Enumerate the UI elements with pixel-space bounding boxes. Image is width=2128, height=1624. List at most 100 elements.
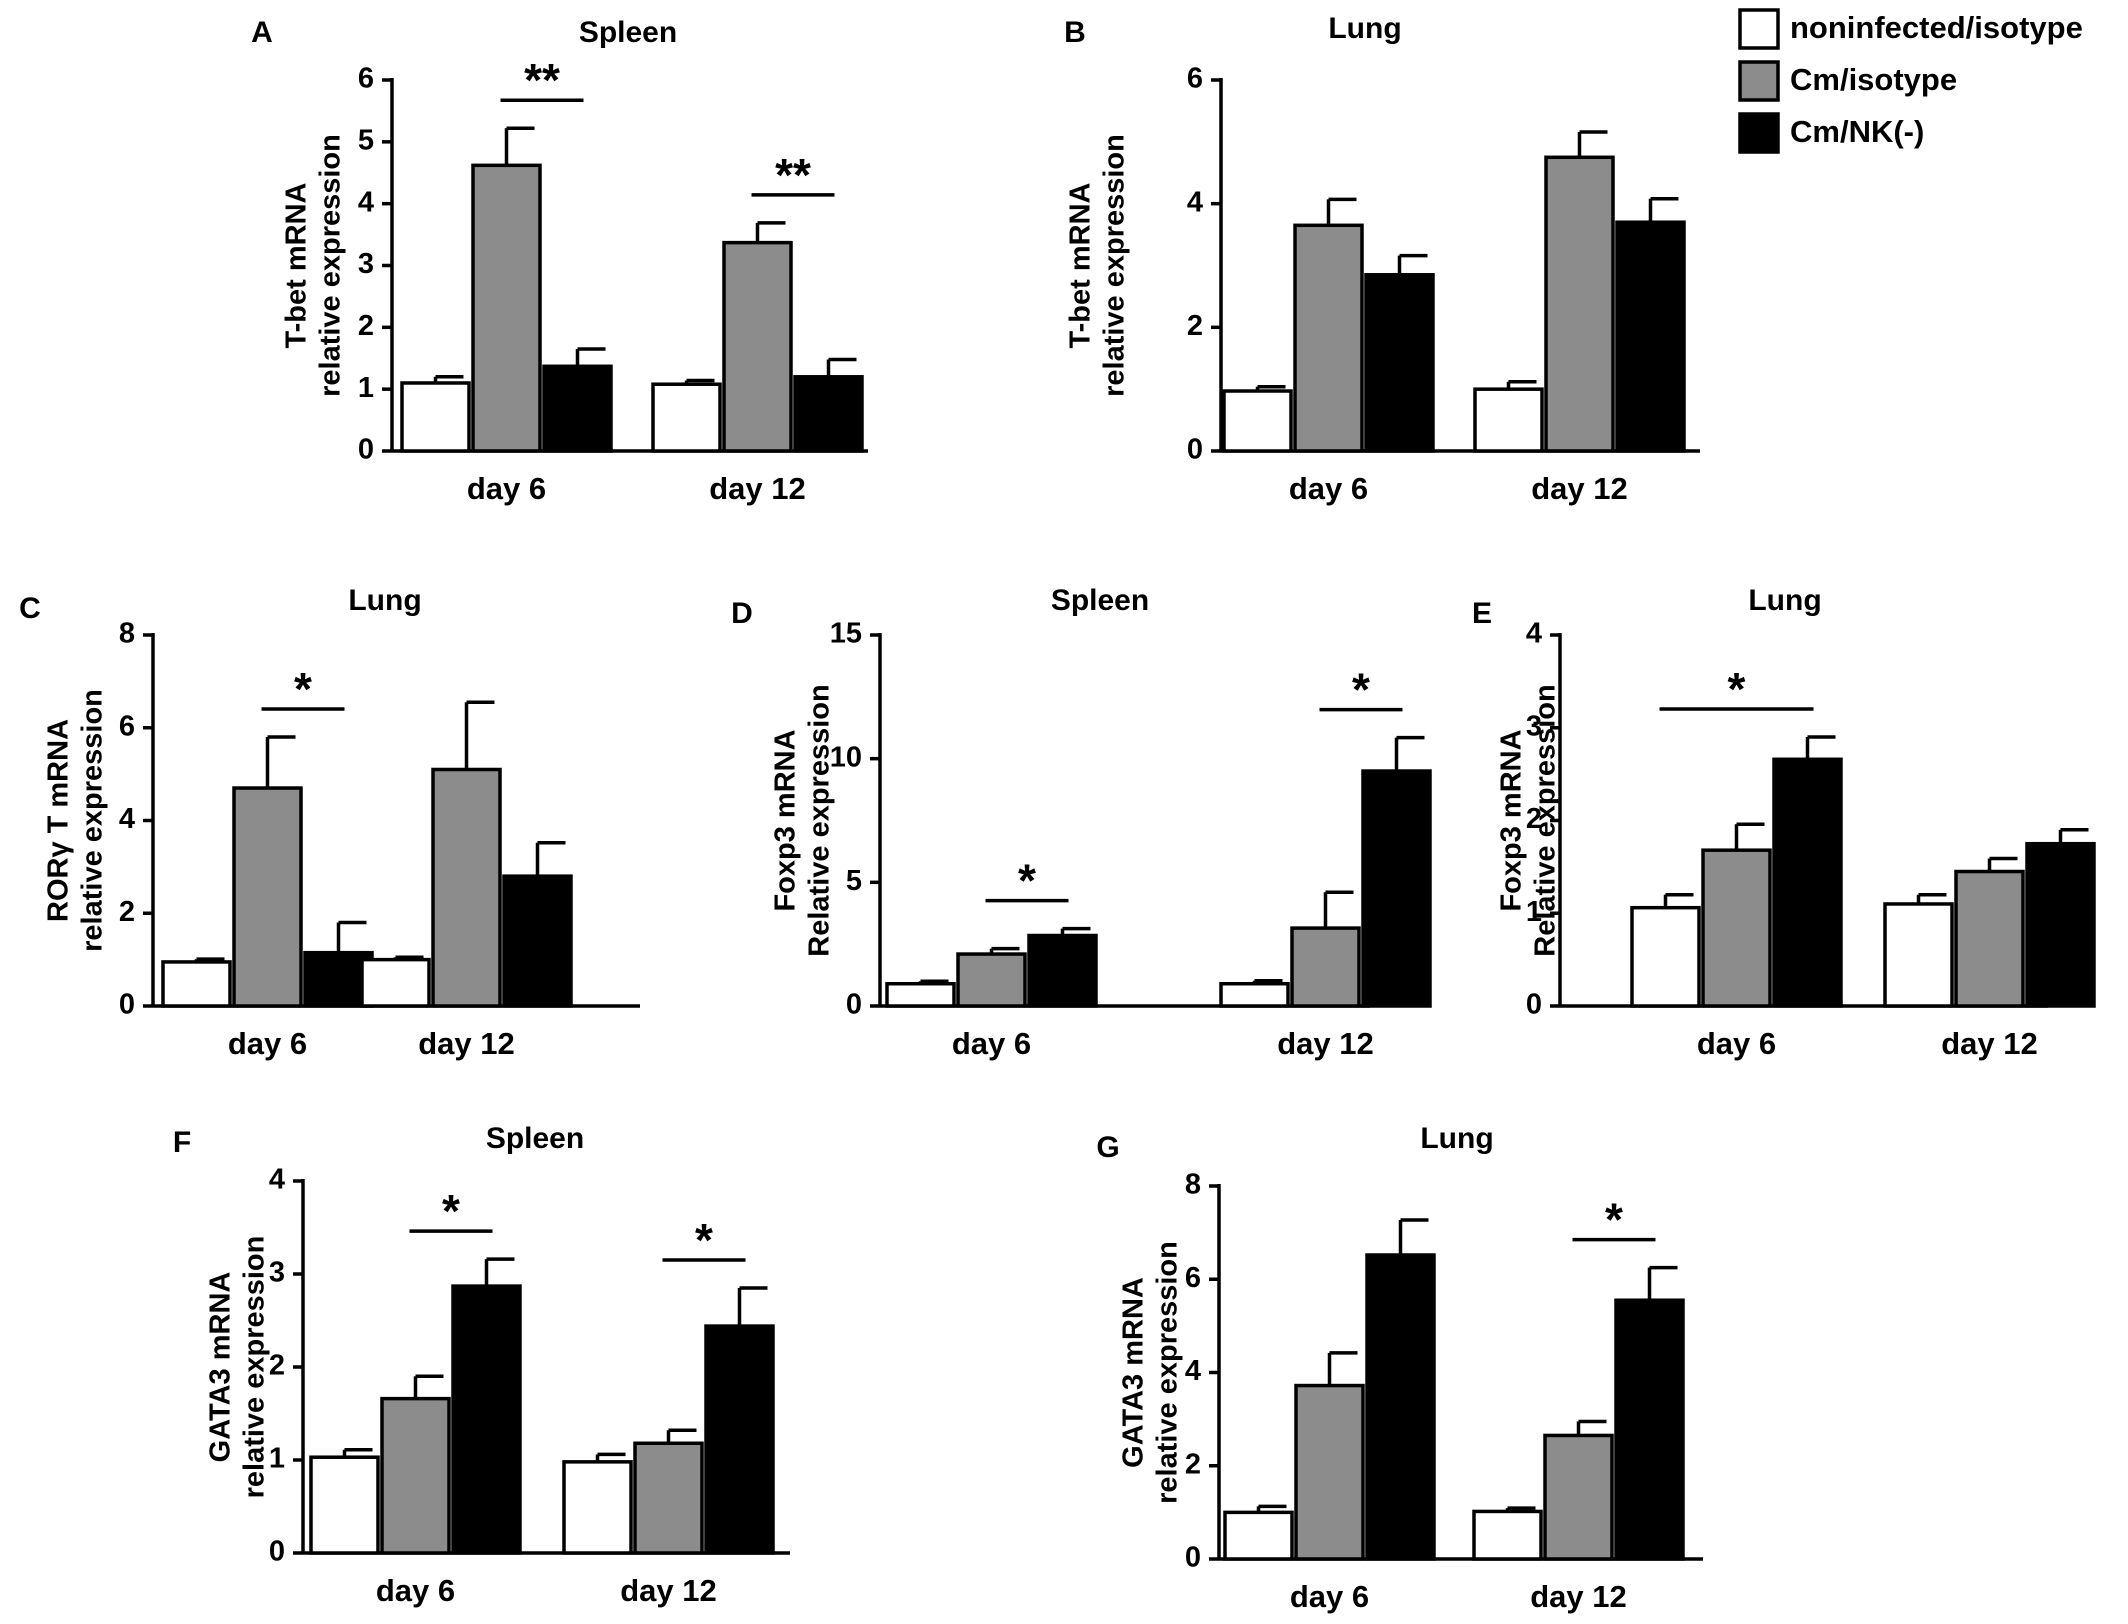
x-category-label: day 6 bbox=[467, 471, 546, 506]
bar-cm-nk-day-6 bbox=[1365, 1253, 1436, 1561]
y-tick-label: 15 bbox=[830, 618, 862, 650]
x-category-label: day 12 bbox=[1531, 471, 1628, 506]
legend: noninfected/isotype Cm/isotype Cm/NK(-) bbox=[1738, 8, 2083, 154]
y-axis-label: GATA3 mRNA bbox=[1118, 1277, 1150, 1468]
y-tick-label: 2 bbox=[1526, 803, 1542, 835]
bar-noninfected-isotype-day-6 bbox=[885, 981, 956, 1008]
panel-title: Lung bbox=[1328, 12, 1401, 45]
panel-title: Lung bbox=[1748, 584, 1821, 617]
y-tick-label: 0 bbox=[358, 434, 374, 466]
y-tick-label: 8 bbox=[1185, 1169, 1201, 1201]
panel-c: C Lung RORγ T mRNA relative expression 0 2 4 6 8… bbox=[19, 584, 640, 1061]
y-tick-label: 2 bbox=[119, 896, 135, 928]
y-axis-label: GATA3 mRNA bbox=[205, 1272, 237, 1463]
bar-noninfected-isotype-day-12 bbox=[562, 1460, 633, 1555]
panel-f: F Spleen GATA3 mRNA relative expression 0 1 2 3… bbox=[173, 1122, 790, 1608]
y-tick-label: 4 bbox=[1185, 1355, 1201, 1387]
bar-cm-nk-day-6 bbox=[1027, 933, 1098, 1008]
bar-cm-isotype-day-12 bbox=[1954, 869, 2025, 1008]
x-category-label: day 12 bbox=[620, 1573, 717, 1608]
y-axis-label: RORγ T mRNA bbox=[43, 719, 75, 922]
panel-a: A Spleen T-bet mRNA relative expression 0 1 2 3… bbox=[251, 16, 868, 506]
panel-title: Spleen bbox=[1051, 584, 1149, 617]
y-tick-label: 6 bbox=[119, 710, 135, 742]
significance-marker: * bbox=[294, 663, 312, 715]
significance-marker: ** bbox=[775, 149, 811, 201]
panel-letter: A bbox=[251, 16, 273, 49]
x-category-label: day 6 bbox=[376, 1573, 455, 1608]
y-tick-label: 6 bbox=[1185, 1262, 1201, 1294]
y-tick-label: 6 bbox=[358, 63, 374, 95]
bar-noninfected-isotype-day-12 bbox=[651, 382, 722, 453]
panel-b: B Lung T-bet mRNA relative expression 0 2 4 6 da… bbox=[1064, 12, 1700, 506]
panels: A Spleen T-bet mRNA relative expression 0 1 2 3… bbox=[19, 12, 2096, 1614]
y-tick-label: 0 bbox=[846, 989, 862, 1021]
x-category-label: day 12 bbox=[1530, 1579, 1627, 1614]
significance-marker: * bbox=[1018, 855, 1036, 907]
y-tick-label: 0 bbox=[119, 989, 135, 1021]
y-axis-label: T-bet mRNA bbox=[1065, 182, 1097, 348]
significance-marker: * bbox=[1728, 663, 1746, 715]
panel-title: Spleen bbox=[579, 16, 677, 49]
y-tick-label: 4 bbox=[1187, 186, 1203, 218]
y-tick-label: 8 bbox=[119, 618, 135, 650]
bar-cm-nk-day-6 bbox=[542, 364, 613, 453]
y-tick-label: 3 bbox=[358, 248, 374, 280]
bar-cm-isotype-day-6 bbox=[471, 163, 542, 453]
x-category-label: day 6 bbox=[1290, 1579, 1369, 1614]
bar-noninfected-isotype-day-12 bbox=[1883, 902, 1954, 1008]
x-category-label: day 12 bbox=[709, 471, 806, 506]
bar-cm-isotype-day-12 bbox=[431, 767, 502, 1008]
y-tick-label: 2 bbox=[358, 310, 374, 342]
significance-marker: * bbox=[695, 1214, 713, 1266]
y-tick-label: 0 bbox=[1526, 989, 1542, 1021]
y-tick-label: 1 bbox=[269, 1443, 285, 1475]
x-category-label: day 12 bbox=[1941, 1026, 2038, 1061]
y-tick-label: 5 bbox=[846, 865, 862, 897]
bar-cm-nk-day-6 bbox=[1364, 273, 1435, 453]
bar-cm-nk-day-6 bbox=[451, 1284, 522, 1555]
bar-cm-nk-day-12 bbox=[502, 874, 573, 1008]
bar-cm-isotype-day-6 bbox=[956, 952, 1027, 1008]
x-category-label: day 6 bbox=[1697, 1026, 1776, 1061]
y-axis-label: T-bet mRNA bbox=[281, 182, 313, 348]
legend-swatch bbox=[1738, 60, 1780, 102]
panel-title: Spleen bbox=[486, 1122, 584, 1155]
y-tick-label: 2 bbox=[1185, 1448, 1201, 1480]
panel-letter: E bbox=[1472, 597, 1492, 630]
y-tick-label: 4 bbox=[269, 1164, 285, 1196]
y-tick-label: 4 bbox=[358, 186, 374, 218]
panel-letter: C bbox=[19, 592, 41, 625]
bar-cm-nk-day-12 bbox=[1615, 220, 1686, 453]
significance-marker: * bbox=[442, 1185, 460, 1237]
panel-letter: F bbox=[173, 1126, 191, 1159]
x-category-label: day 12 bbox=[1277, 1026, 1374, 1061]
y-axis-label: relative expression bbox=[239, 1236, 271, 1499]
panel-d: D Spleen Foxp3 mRNA Relative expression 0 5 10… bbox=[731, 584, 1432, 1061]
bar-cm-nk-day-12 bbox=[1614, 1298, 1685, 1561]
panel-g: G Lung GATA3 mRNA relative expression 0 2 4 6 8 d… bbox=[1096, 1122, 1703, 1614]
x-category-label: day 12 bbox=[418, 1026, 515, 1061]
y-tick-label: 2 bbox=[269, 1350, 285, 1382]
y-axis-label: Relative expression bbox=[804, 684, 836, 956]
bar-cm-nk-day-12 bbox=[793, 375, 864, 453]
y-tick-label: 1 bbox=[1526, 896, 1542, 928]
bar-cm-isotype-day-6 bbox=[1701, 848, 1772, 1008]
y-tick-label: 4 bbox=[1526, 618, 1542, 650]
bar-cm-isotype-day-12 bbox=[722, 240, 793, 453]
panel-letter: D bbox=[731, 597, 753, 630]
y-tick-label: 2 bbox=[1187, 310, 1203, 342]
y-tick-label: 3 bbox=[269, 1257, 285, 1289]
legend-label: Cm/NK(-) bbox=[1790, 114, 1924, 149]
panel-letter: B bbox=[1064, 16, 1086, 49]
bar-noninfected-isotype-day-12 bbox=[1472, 1509, 1543, 1561]
bar-cm-nk-day-12 bbox=[704, 1324, 775, 1555]
y-tick-label: 0 bbox=[1185, 1542, 1201, 1574]
bar-cm-isotype-day-12 bbox=[1543, 1433, 1614, 1561]
bar-cm-isotype-day-6 bbox=[380, 1396, 451, 1555]
bar-cm-isotype-day-6 bbox=[1293, 223, 1364, 453]
bar-cm-nk-day-6 bbox=[1772, 757, 1843, 1008]
y-tick-label: 0 bbox=[269, 1536, 285, 1568]
